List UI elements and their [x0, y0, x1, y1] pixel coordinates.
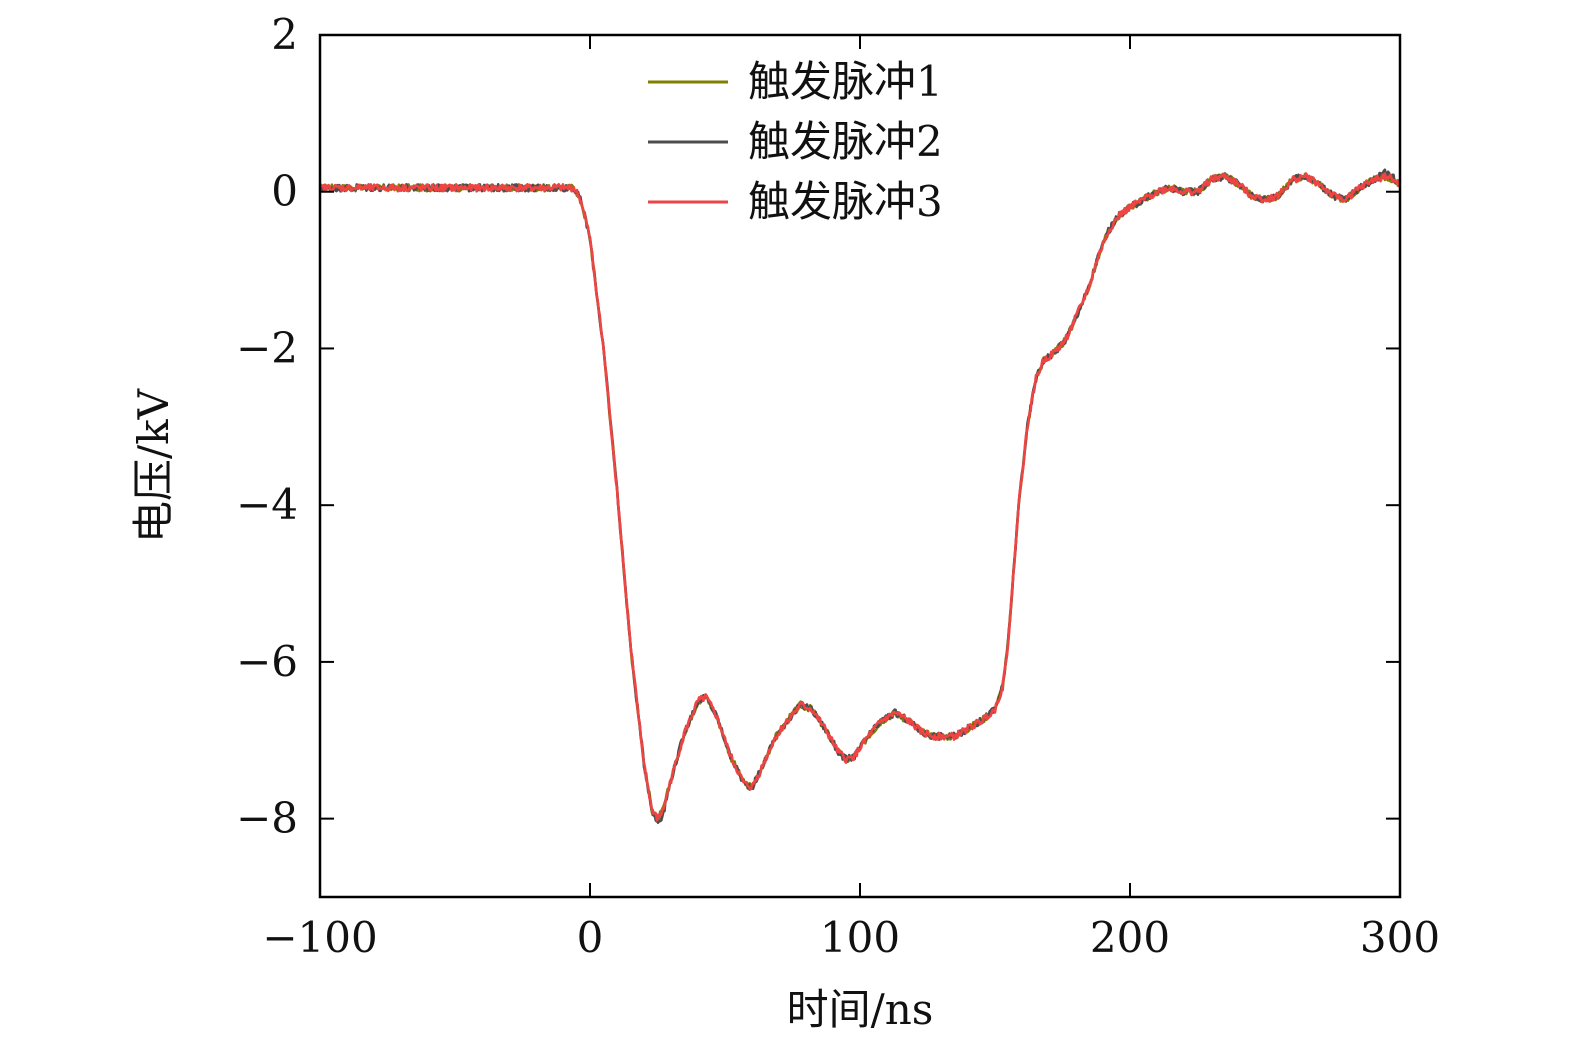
- legend-label-2: 触发脉冲2: [748, 117, 943, 166]
- x-tick-label: 0: [577, 913, 604, 962]
- y-tick-label: −2: [236, 323, 298, 372]
- y-axis-ticks: 2 0 −2 −4 −6 −8: [236, 10, 1400, 843]
- x-tick-label: 100: [820, 913, 900, 962]
- x-axis-label: 时间/ns: [787, 985, 934, 1034]
- x-tick-label: −100: [262, 913, 377, 962]
- y-tick-label: −6: [236, 637, 298, 686]
- y-tick-label: −8: [236, 794, 298, 843]
- x-tick-label: 300: [1360, 913, 1440, 962]
- y-axis-label: 电压/kV: [129, 388, 178, 543]
- legend-label-1: 触发脉冲1: [748, 57, 943, 106]
- y-tick-label: 0: [271, 167, 298, 216]
- x-axis-ticks: −100 0 100 200 300: [262, 35, 1440, 962]
- series-line-1: [319, 172, 1402, 821]
- series-line-3: [319, 172, 1402, 822]
- x-tick-label: 200: [1090, 913, 1170, 962]
- legend-label-3: 触发脉冲3: [748, 177, 943, 226]
- legend: 触发脉冲1 触发脉冲2 触发脉冲3: [648, 57, 943, 226]
- y-tick-label: 2: [271, 10, 298, 59]
- series-line-2: [318, 168, 1401, 824]
- series-layer: [318, 168, 1402, 824]
- y-tick-label: −4: [236, 480, 298, 529]
